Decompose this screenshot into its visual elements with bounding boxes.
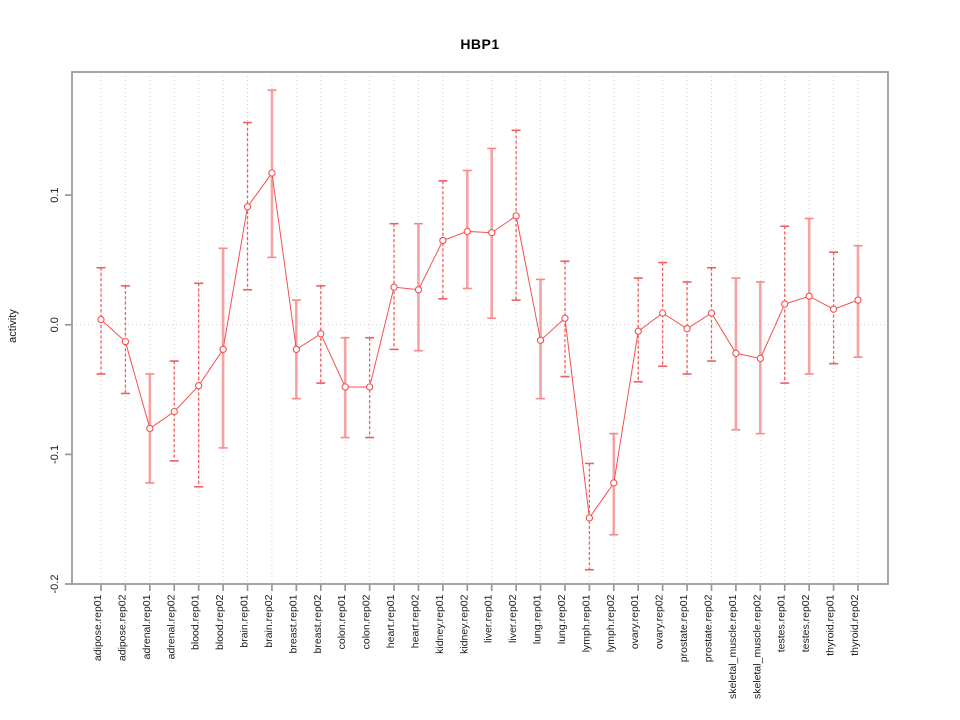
x-tick-label: kidney.rep02 (458, 594, 470, 654)
x-tick-label: prostate.rep02 (702, 594, 714, 662)
x-tick-label: heart.rep02 (409, 594, 421, 648)
plot-frame (71, 71, 889, 585)
data-point-marker (683, 324, 691, 333)
data-point-marker (170, 407, 178, 416)
data-point-marker (805, 292, 813, 300)
data-point-marker (439, 236, 447, 245)
data-point-marker (732, 349, 740, 357)
data-point-marker (317, 330, 325, 338)
x-tick-label: adipose.rep01 (92, 594, 104, 661)
x-tick-label: skeletal_muscle.rep01 (727, 594, 739, 699)
x-tick-label: breast.rep02 (312, 594, 324, 653)
data-point-marker (219, 345, 227, 354)
y-tick-label: -0.2 (49, 575, 61, 594)
activity-line (100, 171, 859, 520)
x-tick-label: brain.rep02 (263, 594, 275, 647)
data-point-marker (585, 514, 594, 522)
data-point-marker (561, 314, 569, 322)
x-tick-label: liver.rep01 (483, 594, 495, 643)
x-tick-label: testes.rep02 (800, 594, 812, 652)
x-tick-label: colon.rep02 (361, 594, 373, 649)
x-tick-label: blood.rep01 (190, 594, 202, 650)
data-point-marker (854, 296, 862, 304)
x-tick-label: blood.rep02 (214, 594, 226, 650)
x-tick-label: breast.rep01 (287, 594, 299, 653)
y-tick-label: 0.0 (49, 317, 61, 332)
data-point-marker (121, 337, 130, 346)
x-tick-label: lung.rep02 (556, 594, 568, 644)
data-point-marker (756, 354, 764, 363)
data-point-marker (365, 383, 374, 391)
data-point-marker (195, 382, 203, 390)
x-tick-label: ovary.rep02 (654, 594, 666, 649)
data-point-marker (243, 203, 252, 211)
x-tick-label: adipose.rep02 (116, 594, 128, 661)
x-tick-label: lymph.rep02 (605, 594, 617, 652)
data-point-marker (292, 345, 301, 354)
x-tick-label: adrenal.rep02 (165, 594, 177, 659)
x-tick-label: colon.rep01 (336, 594, 348, 649)
y-tick-label: -0.1 (49, 445, 61, 464)
data-point-marker (634, 327, 642, 335)
data-point-marker (463, 227, 471, 236)
data-point-marker (512, 212, 520, 220)
x-tick-label: kidney.rep01 (434, 594, 446, 654)
data-point-marker (610, 479, 618, 487)
data-point-marker (829, 305, 838, 313)
x-tick-label: ovary.rep01 (629, 594, 641, 649)
data-point-marker (97, 315, 105, 324)
x-tick-label: skeletal_muscle.rep02 (751, 594, 763, 699)
x-tick-label: brain.rep01 (239, 594, 251, 647)
x-tick-label: thyroid.rep01 (825, 594, 837, 655)
data-point-marker (414, 286, 423, 294)
data-point-marker (341, 383, 349, 391)
x-tick-label: adrenal.rep01 (141, 594, 153, 659)
x-tick-label: thyroid.rep02 (849, 594, 861, 655)
data-point-marker (781, 300, 789, 308)
data-point-marker (658, 309, 667, 317)
data-point-marker (390, 283, 398, 291)
x-tick-label: heart.rep01 (385, 594, 397, 648)
chart-title: HBP1 (460, 36, 500, 52)
data-point-marker (268, 169, 276, 177)
x-tick-label: lung.rep01 (532, 594, 544, 644)
data-point-marker (536, 336, 545, 344)
x-tick-label: lymph.rep01 (580, 594, 592, 652)
x-tick-label: testes.rep01 (776, 594, 788, 652)
x-tick-label: liver.rep02 (507, 594, 519, 643)
data-point-marker (707, 309, 716, 317)
data-point-marker (488, 229, 496, 237)
data-point-marker (146, 424, 154, 433)
x-tick-label: prostate.rep01 (678, 594, 690, 662)
y-tick-label: 0.1 (49, 187, 61, 202)
